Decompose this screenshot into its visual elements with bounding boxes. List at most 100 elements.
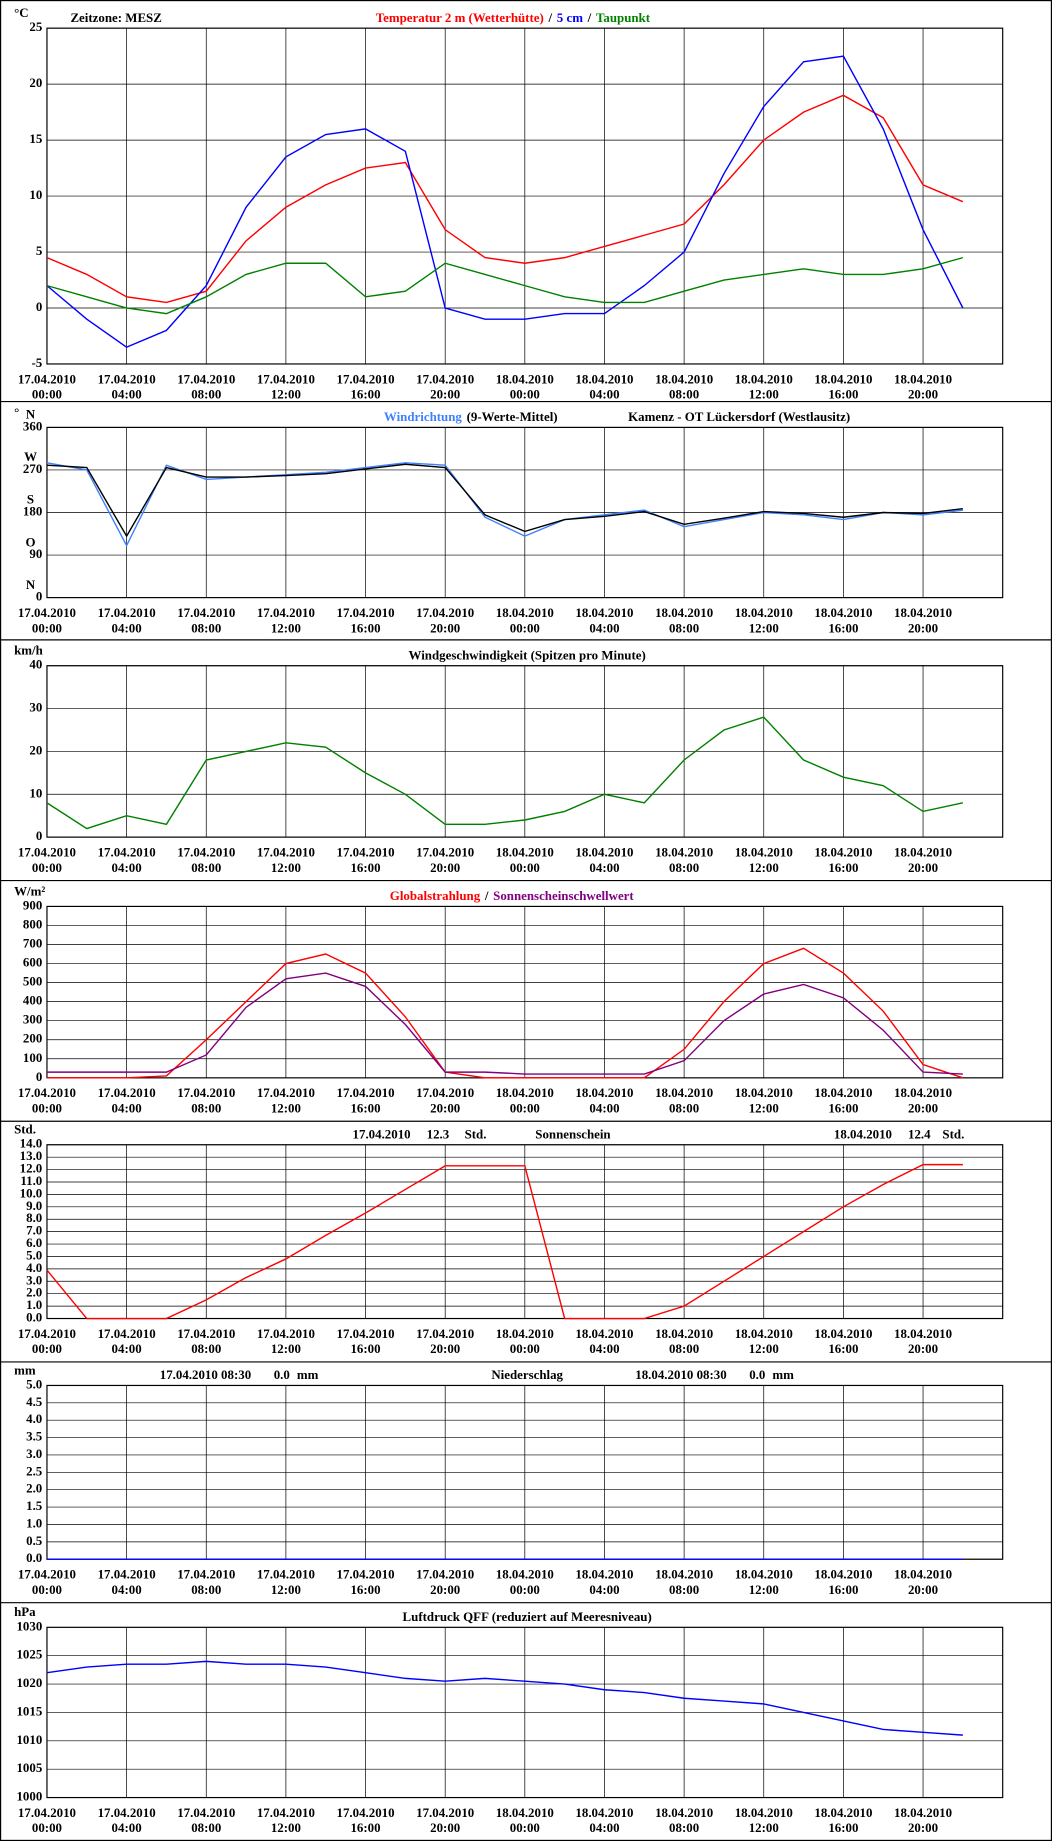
- x-tick-label: 16:00: [350, 620, 380, 635]
- x-tick-label: 08:00: [669, 1341, 699, 1356]
- x-tick-label: 17.04.2010: [18, 371, 76, 386]
- x-tick-label: 00:00: [32, 860, 62, 875]
- y-tick-label: 1030: [16, 1618, 42, 1633]
- y-tick-label: 1015: [16, 1703, 42, 1718]
- annotation: 17.04.2010 08:30: [160, 1367, 251, 1382]
- y-tick-label: 0: [36, 1069, 42, 1084]
- y-tick-label: 600: [23, 955, 42, 970]
- legend-entry: (9-Werte-Mittel): [467, 409, 558, 424]
- chart-title: Niederschlag: [491, 1367, 563, 1382]
- legend: Temperatur 2 m (Wetterhütte) / 5 cm / Taupun…: [376, 10, 651, 25]
- y-tick-label: 30: [29, 700, 42, 715]
- x-tick-label: 17.04.2010: [336, 371, 394, 386]
- x-tick-label: 17.04.2010: [257, 605, 315, 620]
- y-tick-label: 800: [23, 916, 42, 931]
- x-tick-label: 17.04.2010: [257, 1567, 315, 1582]
- x-tick-label: 17.04.2010: [98, 845, 156, 860]
- compass-label: N: [26, 407, 36, 422]
- x-tick-label: 12:00: [271, 1820, 301, 1835]
- y-tick-label: 500: [23, 974, 42, 989]
- x-tick-label: 12:00: [749, 387, 779, 402]
- chart-title: Kamenz - OT Lückersdorf (Westlausitz): [628, 409, 850, 424]
- x-tick-label: 18.04.2010: [496, 1805, 554, 1820]
- x-tick-label: 17.04.2010: [177, 1805, 235, 1820]
- y-tick-label: 10: [29, 785, 42, 800]
- annotation: Std.: [942, 1126, 964, 1141]
- y-tick-label: 90: [29, 546, 42, 561]
- x-tick-label: 18.04.2010: [575, 1567, 633, 1582]
- x-tick-label: 17.04.2010: [98, 1805, 156, 1820]
- x-tick-label: 18.04.2010: [496, 845, 554, 860]
- x-tick-label: 18.04.2010: [655, 605, 713, 620]
- legend-entry: Taupunkt: [596, 10, 651, 25]
- x-tick-label: 16:00: [350, 1100, 380, 1115]
- x-tick-label: 08:00: [191, 860, 221, 875]
- x-tick-label: 00:00: [32, 387, 62, 402]
- y-unit: hPa: [14, 1604, 36, 1619]
- legend: Globalstrahlung / Sonnenscheinschwellwert: [390, 888, 635, 903]
- x-tick-label: 18.04.2010: [496, 371, 554, 386]
- x-tick-label: 17.04.2010: [416, 605, 474, 620]
- x-tick-label: 18.04.2010: [655, 1326, 713, 1341]
- legend-entry: 5 cm: [557, 10, 583, 25]
- annotation: 12.4: [908, 1126, 931, 1141]
- y-tick-label: 1020: [16, 1675, 42, 1690]
- annotation: mm: [297, 1367, 319, 1382]
- y-tick-label: 40: [29, 657, 42, 672]
- y-tick-label: 10.0: [20, 1185, 43, 1200]
- x-tick-label: 18.04.2010: [735, 845, 793, 860]
- annotation: 0.0: [749, 1367, 765, 1382]
- x-tick-label: 08:00: [191, 620, 221, 635]
- x-tick-label: 00:00: [32, 1582, 62, 1597]
- y-tick-label: 1.0: [26, 1515, 42, 1530]
- y-unit: mm: [14, 1362, 36, 1377]
- x-tick-label: 20:00: [430, 1100, 460, 1115]
- series-line: [46, 716, 964, 830]
- y-tick-label: 4.0: [26, 1260, 42, 1275]
- x-tick-label: 18.04.2010: [735, 605, 793, 620]
- x-tick-label: 18.04.2010: [655, 845, 713, 860]
- y-unit: °: [14, 404, 19, 419]
- legend-entry: Globalstrahlung: [390, 888, 481, 903]
- x-tick-label: 00:00: [510, 1582, 540, 1597]
- x-tick-label: 18.04.2010: [814, 845, 872, 860]
- x-tick-label: 12:00: [749, 860, 779, 875]
- x-tick-label: 00:00: [32, 1820, 62, 1835]
- x-tick-label: 20:00: [430, 860, 460, 875]
- x-tick-label: 08:00: [669, 1820, 699, 1835]
- x-tick-label: 04:00: [112, 620, 142, 635]
- x-tick-label: 17.04.2010: [336, 1085, 394, 1100]
- y-unit: km/h: [14, 643, 43, 658]
- x-tick-label: 17.04.2010: [177, 1085, 235, 1100]
- annotation: Std.: [465, 1126, 487, 1141]
- y-tick-label: 20: [29, 742, 42, 757]
- y-unit: W/m²: [14, 883, 45, 898]
- x-tick-label: 18.04.2010: [655, 1567, 713, 1582]
- x-tick-label: 17.04.2010: [257, 1805, 315, 1820]
- x-tick-label: 08:00: [669, 1582, 699, 1597]
- x-tick-label: 00:00: [32, 1341, 62, 1356]
- x-tick-label: 17.04.2010: [416, 845, 474, 860]
- x-tick-label: 18.04.2010: [894, 1805, 952, 1820]
- x-tick-label: 17.04.2010: [18, 605, 76, 620]
- legend-separator: /: [548, 10, 553, 25]
- annotation: 12.3: [427, 1126, 450, 1141]
- y-tick-label: 8.0: [26, 1210, 42, 1225]
- x-tick-label: 18.04.2010: [894, 605, 952, 620]
- x-tick-label: 16:00: [828, 860, 858, 875]
- x-tick-label: 18.04.2010: [814, 605, 872, 620]
- x-tick-label: 17.04.2010: [177, 1567, 235, 1582]
- x-tick-label: 12:00: [749, 1341, 779, 1356]
- x-tick-label: 12:00: [749, 620, 779, 635]
- y-tick-label: 4.0: [26, 1411, 42, 1426]
- annotation: 18.04.2010 08:30: [635, 1367, 726, 1382]
- y-tick-label: 5.0: [26, 1247, 42, 1262]
- x-tick-label: 18.04.2010: [894, 371, 952, 386]
- y-tick-label: 14.0: [20, 1136, 43, 1151]
- x-tick-label: 18.04.2010: [575, 845, 633, 860]
- x-tick-label: 17.04.2010: [416, 1085, 474, 1100]
- x-tick-label: 20:00: [430, 620, 460, 635]
- x-tick-label: 04:00: [589, 387, 619, 402]
- x-tick-label: 08:00: [669, 620, 699, 635]
- compass-label: O: [26, 534, 36, 549]
